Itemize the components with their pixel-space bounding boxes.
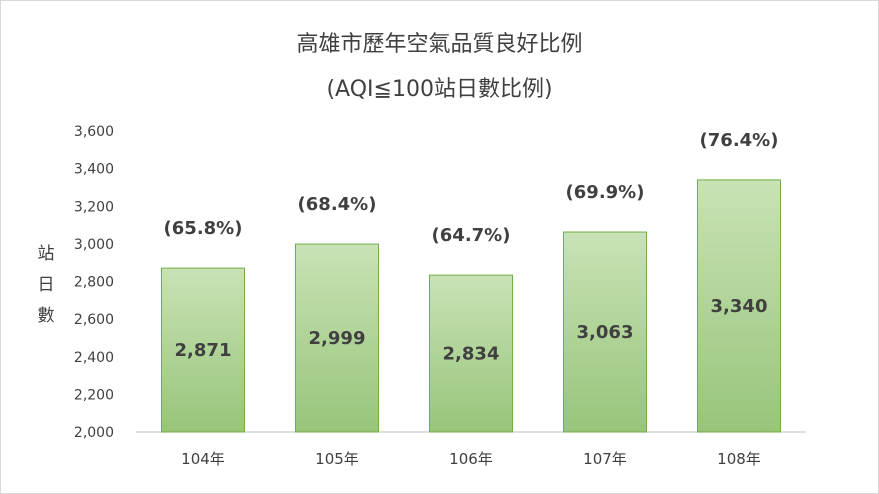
bar-value-label: 2,871	[175, 340, 232, 361]
y-tick-label: 3,200	[74, 199, 114, 215]
bar-percent-label: (76.4%)	[700, 130, 779, 151]
bar	[161, 267, 245, 433]
y-axis-label: 站日數	[37, 244, 55, 326]
bar-percent-label: (65.8%)	[164, 218, 243, 239]
bar-value-label: 2,999	[309, 328, 366, 349]
y-tick-label: 3,000	[74, 237, 114, 253]
y-tick-label: 2,800	[74, 275, 114, 291]
y-tick-label: 2,600	[74, 312, 114, 328]
bar	[697, 179, 781, 433]
x-tick-label: 105年	[315, 450, 359, 468]
x-tick-label: 104年	[181, 450, 225, 468]
bar-percent-label: (69.9%)	[566, 182, 645, 203]
bar-value-label: 3,340	[711, 296, 768, 317]
bar-percent-label: (64.7%)	[432, 225, 511, 246]
y-tick-label: 2,000	[74, 425, 114, 441]
bar	[563, 231, 647, 433]
y-tick-label: 3,400	[74, 162, 114, 178]
bar-value-label: 2,834	[443, 344, 500, 365]
y-tick-label: 2,400	[74, 350, 114, 366]
bar	[295, 243, 379, 433]
y-tick-label: 3,600	[74, 124, 114, 140]
x-tick-label: 107年	[583, 450, 627, 468]
chart-subtitle: (AQI≦100站日數比例)	[326, 77, 553, 102]
bar	[429, 274, 513, 433]
bar-value-label: 3,063	[577, 322, 634, 343]
bar-percent-label: (68.4%)	[298, 194, 377, 215]
x-tick-label: 106年	[449, 450, 493, 468]
chart-title: 高雄市歷年空氣品質良好比例	[296, 32, 583, 57]
y-tick-label: 2,200	[74, 387, 114, 403]
x-tick-label: 108年	[717, 450, 761, 468]
